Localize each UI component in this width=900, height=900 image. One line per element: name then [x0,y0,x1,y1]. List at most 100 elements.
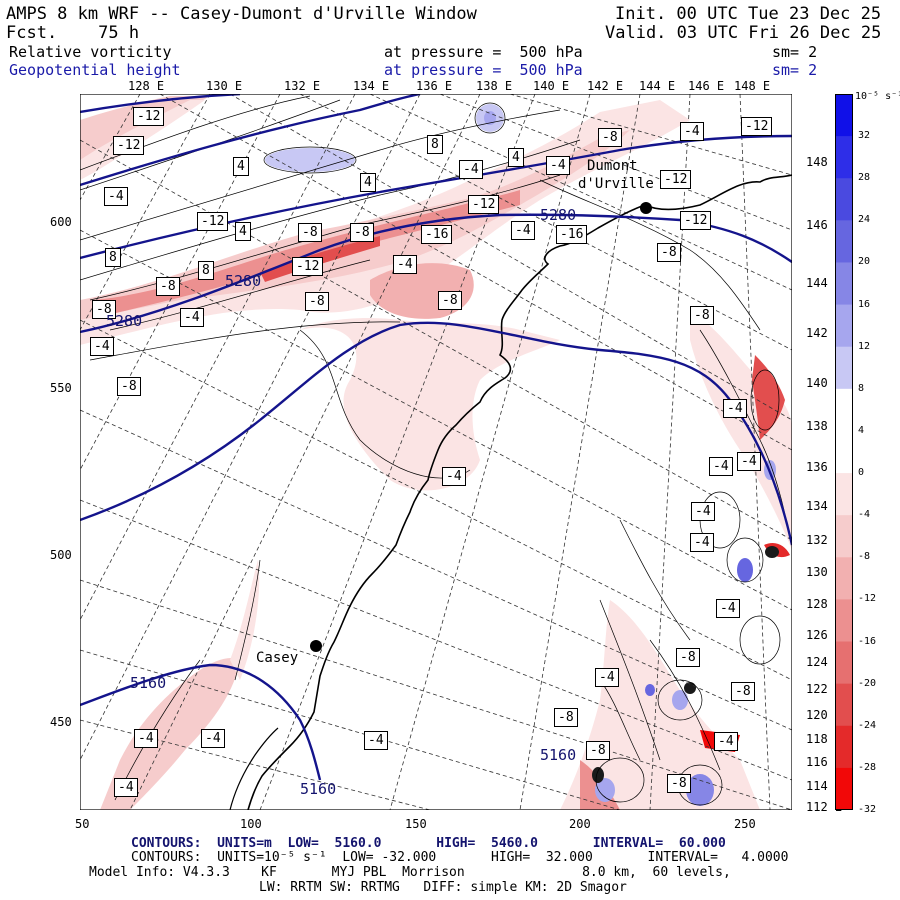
colorbar-swatch [835,304,853,348]
contour [539,179,761,331]
height-contour [80,663,322,781]
grid-line [80,94,211,331]
grid-line [369,94,792,291]
x-tick: 150 [405,817,427,831]
y-tick: 550 [50,381,72,395]
vorticity-label: -4 [690,533,714,552]
colorbar-label: -32 [858,804,877,815]
station-marker[interactable] [310,640,322,652]
colorbar-label: 4 [858,424,865,436]
y-tick: 600 [50,215,72,229]
grid-line [80,579,792,810]
station-label-durville: d'Urville [578,176,654,192]
vorticity-label: -4 [442,467,466,486]
vorticity-label: -4 [104,187,128,206]
vorticity-label: -4 [716,599,740,618]
field1-smoothing: sm= 2 [772,43,818,61]
vorticity-label: -4 [459,160,483,179]
vorticity-cell [737,558,753,582]
vorticity-cell [672,690,688,710]
vorticity-label: 4 [233,157,249,176]
colorbar-label: 16 [858,298,871,310]
contour [474,102,506,134]
colorbar-swatch [835,262,853,306]
colorbar-label: -24 [858,719,877,731]
vorticity-cell [684,682,696,694]
contour [80,95,311,171]
field2-level: at pressure = 500 hPa [384,61,583,79]
colorbar-label: 0 [858,467,865,479]
vorticity-cell [686,774,714,806]
vorticity-label: -4 [714,732,738,751]
vorticity-label: -4 [90,337,114,356]
vorticity-label: -8 [554,708,578,727]
station-marker[interactable] [640,202,652,214]
height-contour [80,94,241,114]
colorbar-swatch [835,346,853,390]
colorbar-label: 20 [858,256,871,268]
grid-line [80,94,356,621]
colorbar-swatch [835,136,853,179]
colorbar-label: -20 [858,677,877,689]
x-tick: 50 [75,817,90,831]
lon-label: 142 E [587,79,624,93]
map-title: AMPS 8 km WRF -- Casey-Dumont d'Urville … [6,4,477,24]
vorticity-label: -12 [292,257,324,276]
vorticity-label: -8 [667,774,691,793]
grid-line [519,94,641,810]
vorticity-label: -8 [598,128,622,147]
vorticity-label: -8 [156,277,180,296]
vorticity-label: -8 [117,377,141,396]
y-tick: 500 [50,548,72,562]
vorticity-label: -4 [723,399,747,418]
contour [595,757,645,803]
vorticity-label: -4 [709,457,733,476]
lon-label: 128 E [128,79,165,93]
height-label: 5280 [225,272,262,290]
vorticity-cell [765,546,779,558]
height-contour-info: CONTOURS: UNITS=m LOW= 5160.0 HIGH= 5460… [131,836,726,851]
vorticity-label: -4 [114,778,138,797]
x-tick: 250 [734,817,756,831]
colorbar-label: 28 [858,172,871,184]
contour [89,321,401,361]
vorticity-label: -12 [741,117,773,136]
colorbar-swatch [835,641,853,685]
vorticity-label: -4 [691,502,715,521]
station-label-dumont: Dumont [587,158,638,174]
colorbar-swatch [835,178,853,221]
vorticity-label: -8 [676,648,700,667]
contour [649,639,721,771]
colorbar-swatch [835,388,853,432]
grid-line [80,719,431,810]
coastline [247,174,792,810]
coastline [229,727,279,810]
vorticity-label: -4 [364,731,388,750]
vorticity-region [230,560,260,680]
lat-lon-grid [80,94,792,810]
vorticity-label: -12 [113,136,145,155]
vorticity-label: -12 [468,195,500,214]
positive-vorticity [265,104,779,806]
vorticity-label: -16 [556,225,588,244]
colorbar-label: 12 [858,340,871,352]
vorticity-label: -12 [680,211,712,230]
contour [299,329,471,479]
lon-label: 140 E [533,79,570,93]
contour [599,599,661,761]
y-tick: 450 [50,715,72,729]
colorbar-swatch [835,599,853,643]
field2-smoothing: sm= 2 [772,61,818,79]
colorbar-swatch [835,430,853,474]
vorticity-label: -4 [393,255,417,274]
vorticity-cell [592,767,604,783]
grid-line [80,139,792,541]
colorbar-swatch [835,220,853,263]
vorticity-label: -4 [680,122,704,141]
contour [619,519,691,641]
vorticity-label: -8 [350,223,374,242]
lon-label: 136 E [416,79,453,93]
vorticity-label: -4 [180,308,204,327]
grid-line [80,499,792,781]
height-label: 5160 [300,780,337,798]
